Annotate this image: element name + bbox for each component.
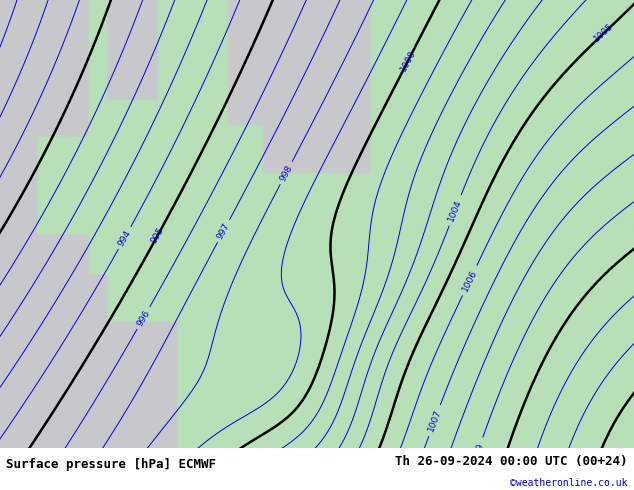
Text: 1005: 1005 [593, 22, 616, 44]
Text: 998: 998 [278, 163, 294, 183]
Text: 1008: 1008 [431, 468, 448, 490]
Text: 1000: 1000 [399, 48, 418, 73]
Text: 1006: 1006 [460, 268, 479, 293]
Text: 994: 994 [117, 228, 133, 247]
Text: 995: 995 [150, 226, 166, 245]
Text: 1004: 1004 [447, 198, 463, 223]
Text: Th 26-09-2024 00:00 UTC (00+24): Th 26-09-2024 00:00 UTC (00+24) [395, 455, 628, 468]
Text: ©weatheronline.co.uk: ©weatheronline.co.uk [510, 477, 628, 488]
Text: 1009: 1009 [469, 441, 486, 465]
Text: 1007: 1007 [426, 408, 443, 433]
Text: 996: 996 [135, 308, 152, 328]
Text: 997: 997 [216, 221, 231, 241]
Text: Surface pressure [hPa] ECMWF: Surface pressure [hPa] ECMWF [6, 458, 216, 471]
